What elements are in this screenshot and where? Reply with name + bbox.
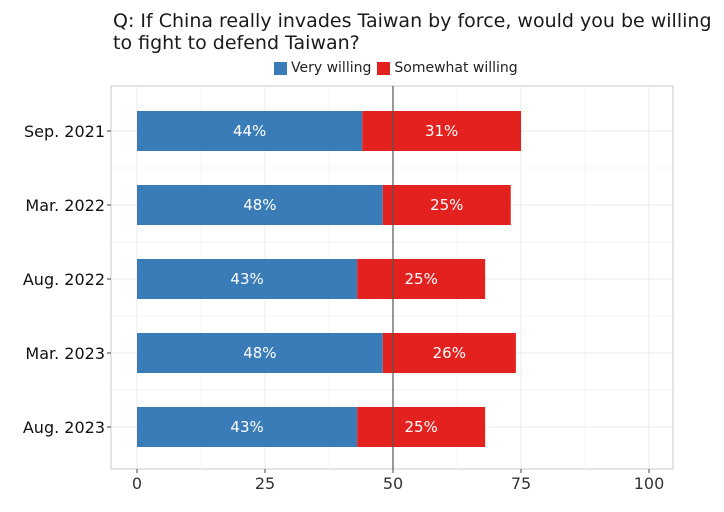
y-tick-label: Mar. 2023 [25,344,105,363]
y-tick-label: Aug. 2022 [23,270,105,289]
data-label-very-willing: 44% [233,122,266,140]
data-label-very-willing: 43% [230,270,263,288]
chart-title: Q: If China really invades Taiwan by for… [113,10,712,54]
bar-very-willing [137,407,358,447]
bar-very-willing [137,185,383,225]
data-label-very-willing: 48% [243,344,276,362]
bar-somewhat-willing [382,333,516,373]
bar-somewhat-willing [382,185,511,225]
data-label-somewhat-willing: 25% [430,196,463,214]
legend-item-somewhat-willing: Somewhat willing [377,60,518,76]
x-tick-label: 75 [511,474,531,493]
data-label-somewhat-willing: 25% [404,418,437,436]
x-tick-label: 25 [255,474,275,493]
data-label-somewhat-willing: 25% [404,270,437,288]
legend-swatch-very-willing [274,61,287,75]
y-tick-label: Sep. 2021 [24,122,105,141]
legend-label-somewhat-willing: Somewhat willing [394,60,518,76]
y-tick-label: Mar. 2022 [25,196,105,215]
bar-very-willing [137,111,363,151]
bar-very-willing [137,333,383,373]
data-label-somewhat-willing: 31% [425,122,458,140]
legend: Very willing Somewhat willing [274,59,524,77]
legend-label-very-willing: Very willing [291,60,372,76]
data-label-very-willing: 48% [243,196,276,214]
bar-somewhat-willing [362,111,521,151]
legend-swatch-somewhat-willing [377,61,391,75]
data-label-very-willing: 43% [230,418,263,436]
x-tick-label: 0 [132,474,142,493]
bar-very-willing [137,259,358,299]
bar-somewhat-willing [357,407,486,447]
bar-somewhat-willing [357,259,486,299]
y-tick-label: Aug. 2023 [23,418,105,437]
x-tick-label: 50 [383,474,403,493]
x-tick-label: 100 [634,474,665,493]
legend-item-very-willing: Very willing [274,60,371,76]
data-label-somewhat-willing: 26% [433,344,466,362]
